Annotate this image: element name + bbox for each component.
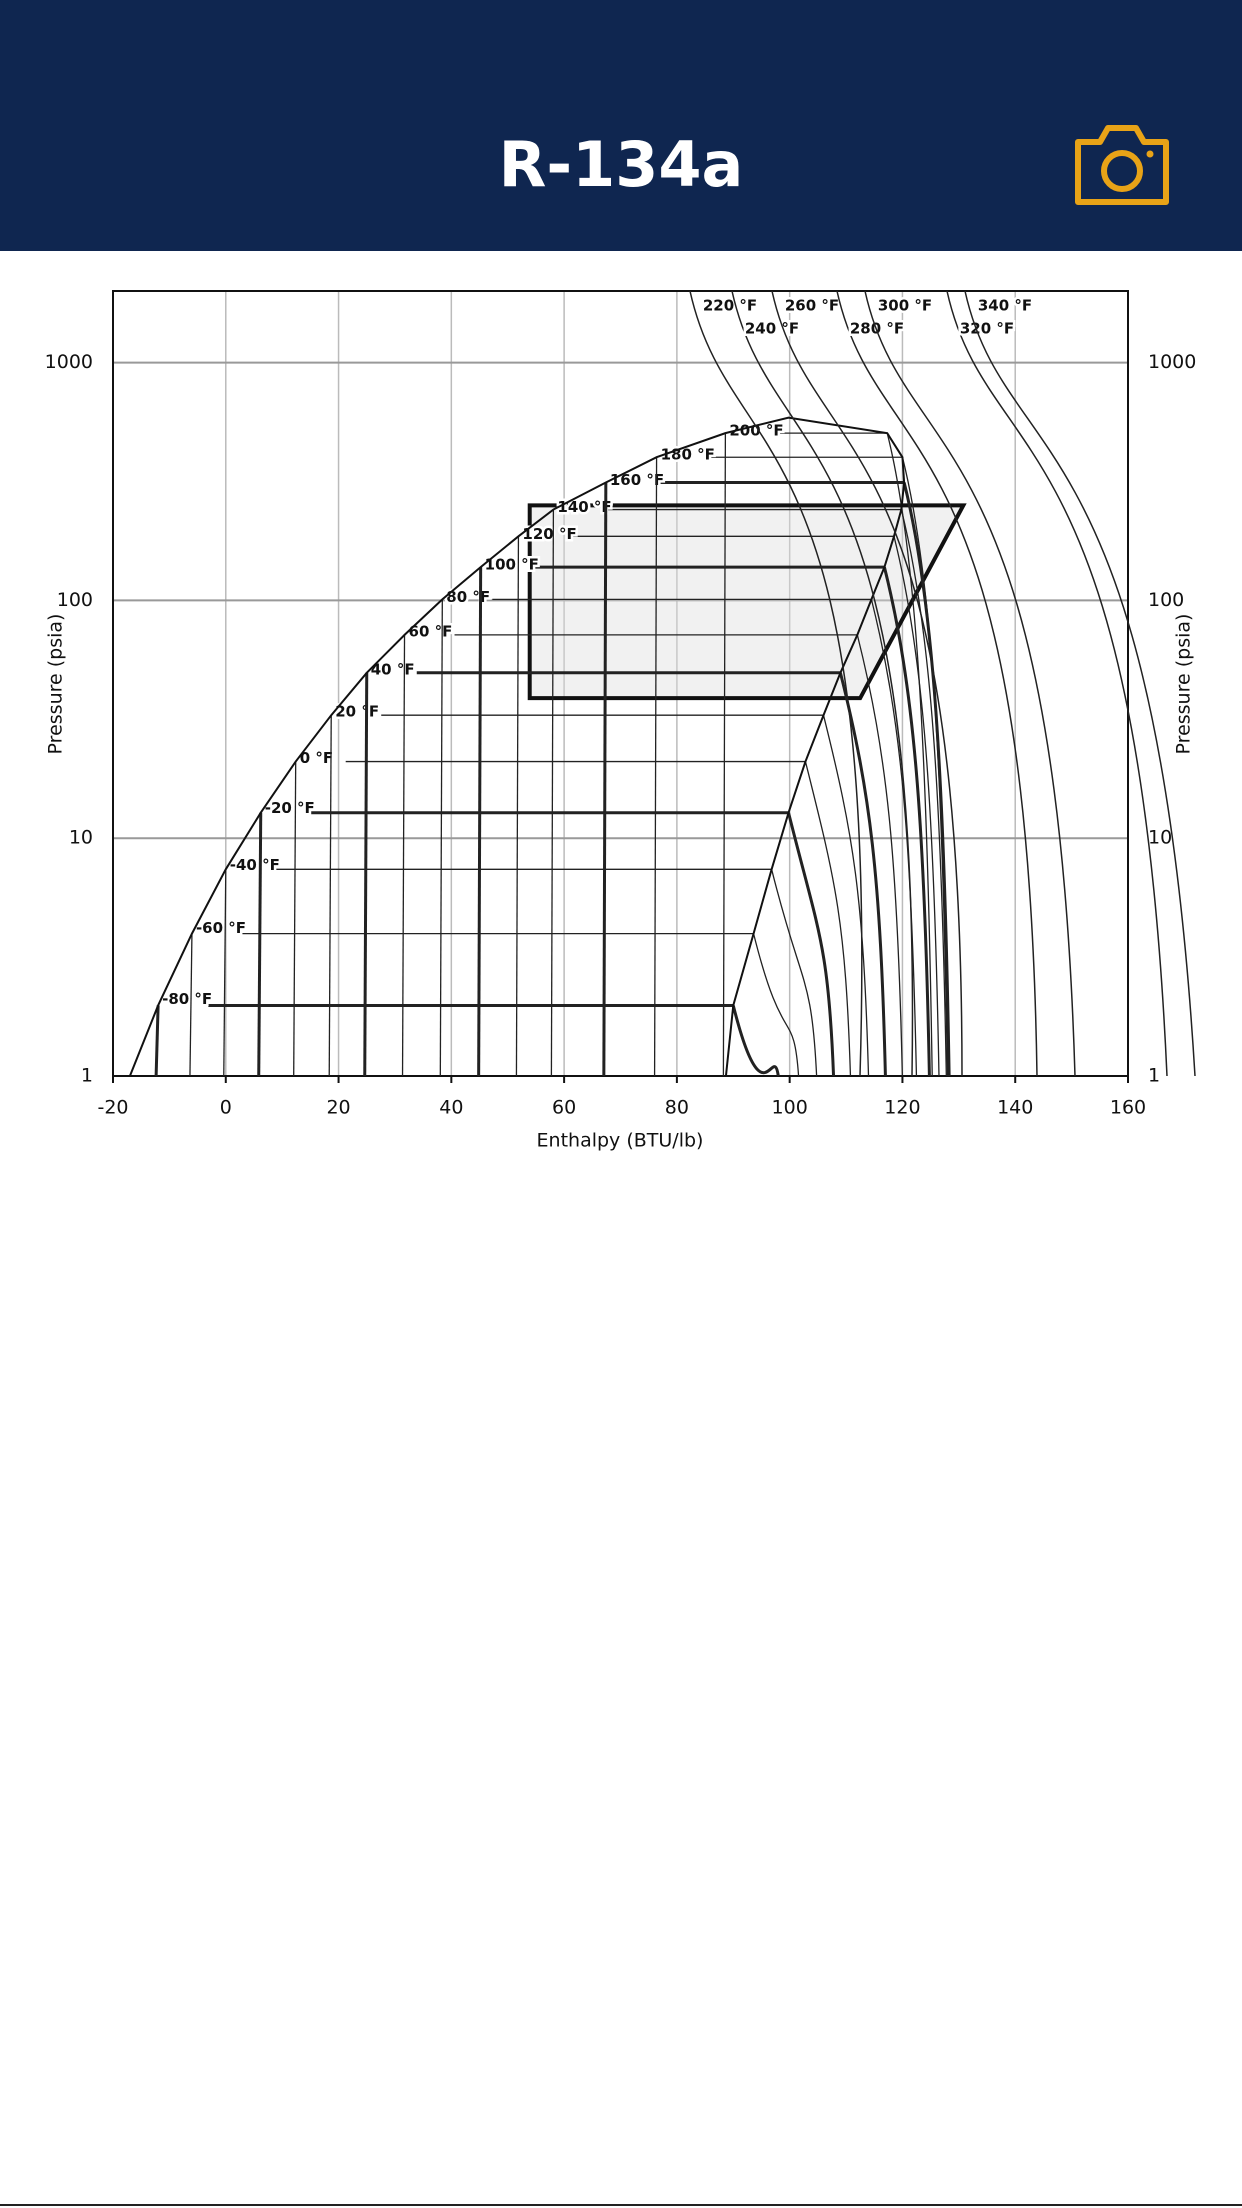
- y2-axis-label: Pressure (psia): [1173, 614, 1195, 755]
- x-tick-label: 20: [326, 1097, 350, 1119]
- supercritical-curve: [731, 290, 914, 1077]
- isotherm-liquid: [602, 482, 608, 1077]
- isotherm-liquid: [363, 672, 369, 1077]
- isotherm-liquid: [293, 761, 297, 1077]
- isotherm-liquid: [439, 599, 443, 1077]
- y2-tick-label: 1: [1148, 1065, 1160, 1087]
- isotherm-label: 20 °F: [335, 703, 379, 721]
- isotherm-liquid: [401, 634, 406, 1077]
- isotherm-label: 340 °F: [978, 297, 1032, 315]
- x-tick-label: 0: [220, 1097, 232, 1119]
- y-tick-label: 1: [81, 1065, 93, 1087]
- isotherm-liquid: [189, 933, 193, 1077]
- isotherm-vapor: [893, 536, 940, 1077]
- isotherm-vapor: [770, 869, 818, 1077]
- supercritical-curve: [946, 290, 1168, 1077]
- y-tick-label: 100: [57, 589, 93, 611]
- isotherm-label: -20 °F: [265, 799, 315, 817]
- x-tick-label: 120: [884, 1097, 920, 1119]
- y2-tick-label: 1000: [1148, 351, 1196, 373]
- isotherm-liquid: [154, 1005, 160, 1077]
- isotherm-label: -80 °F: [162, 990, 212, 1008]
- supercritical-curve: [836, 290, 1038, 1077]
- isotherm-label: 120 °F: [522, 525, 576, 543]
- x-tick-label: -20: [97, 1097, 128, 1119]
- camera-button[interactable]: [1070, 120, 1174, 208]
- supercritical-curve: [771, 290, 963, 1077]
- isotherm-vapor: [882, 566, 931, 1077]
- isotherm-label: 180 °F: [661, 446, 715, 464]
- isotherm-label: 240 °F: [745, 320, 799, 338]
- screen-title: R-134a: [498, 128, 744, 201]
- isotherm-liquid: [515, 536, 520, 1077]
- cycle: [527, 503, 967, 701]
- supercritical-curve: [864, 290, 1076, 1077]
- isotherm-vapor: [856, 634, 903, 1077]
- isotherm-label: 200 °F: [729, 422, 783, 440]
- y-tick-label: 10: [69, 827, 93, 849]
- y-tick-label: 1000: [45, 351, 93, 373]
- bottom-divider: [0, 2204, 1242, 2206]
- isotherm-vapor: [804, 761, 852, 1077]
- saturation-dome: [128, 416, 906, 1077]
- isotherm-vapor: [838, 672, 887, 1077]
- x-axis-label: Enthalpy (BTU/lb): [537, 1130, 704, 1152]
- x-tick-label: 140: [997, 1097, 1033, 1119]
- isotherm-label: 140 °F: [557, 498, 611, 516]
- plot-frame: [112, 290, 1129, 1077]
- isotherm-vapor: [822, 715, 870, 1077]
- isotherm-label: 280 °F: [850, 320, 904, 338]
- isotherm-label: -60 °F: [196, 919, 246, 937]
- isotherm-vapor: [787, 812, 836, 1077]
- x-tick-label: 40: [439, 1097, 463, 1119]
- isotherm-vapor: [870, 599, 918, 1077]
- ph-chart: Enthalpy (BTU/lb) Pressure (psia) Pressu…: [45, 290, 1196, 1152]
- isotherm-vapor: [731, 1005, 780, 1077]
- isotherm-vapor: [752, 933, 800, 1077]
- supercritical-curve: [964, 290, 1196, 1077]
- supercritical-curve: [689, 290, 863, 1077]
- isotherm-liquid: [223, 869, 227, 1077]
- isotherm-label: 260 °F: [785, 297, 839, 315]
- x-tick-label: 80: [665, 1097, 689, 1119]
- app-header: R-134a: [0, 0, 1242, 251]
- isotherm-label: -40 °F: [230, 856, 280, 874]
- isotherm-label: 220 °F: [703, 297, 757, 315]
- isotherm-liquid: [257, 812, 263, 1077]
- isotherm-label: 320 °F: [960, 320, 1014, 338]
- isotherm-vapor: [901, 457, 949, 1077]
- isotherm-label: 0 °F: [300, 749, 333, 767]
- y-axis-label: Pressure (psia): [45, 614, 67, 755]
- isotherm-liquid: [722, 433, 727, 1077]
- x-tick-label: 100: [772, 1097, 808, 1119]
- x-tick-label: 160: [1110, 1097, 1146, 1119]
- isotherm-liquid: [328, 715, 332, 1077]
- x-tick-label: 60: [552, 1097, 576, 1119]
- y2-tick-label: 10: [1148, 827, 1172, 849]
- isotherm-vapor: [886, 432, 933, 1077]
- isotherm-liquid: [477, 567, 483, 1077]
- y2-tick-label: 100: [1148, 589, 1184, 611]
- isotherm-label: 300 °F: [878, 297, 932, 315]
- isotherm-liquid: [653, 457, 658, 1077]
- isotherm-vapor: [900, 509, 947, 1077]
- isotherm-liquid: [550, 509, 555, 1077]
- isotherm-label: 100 °F: [485, 556, 539, 574]
